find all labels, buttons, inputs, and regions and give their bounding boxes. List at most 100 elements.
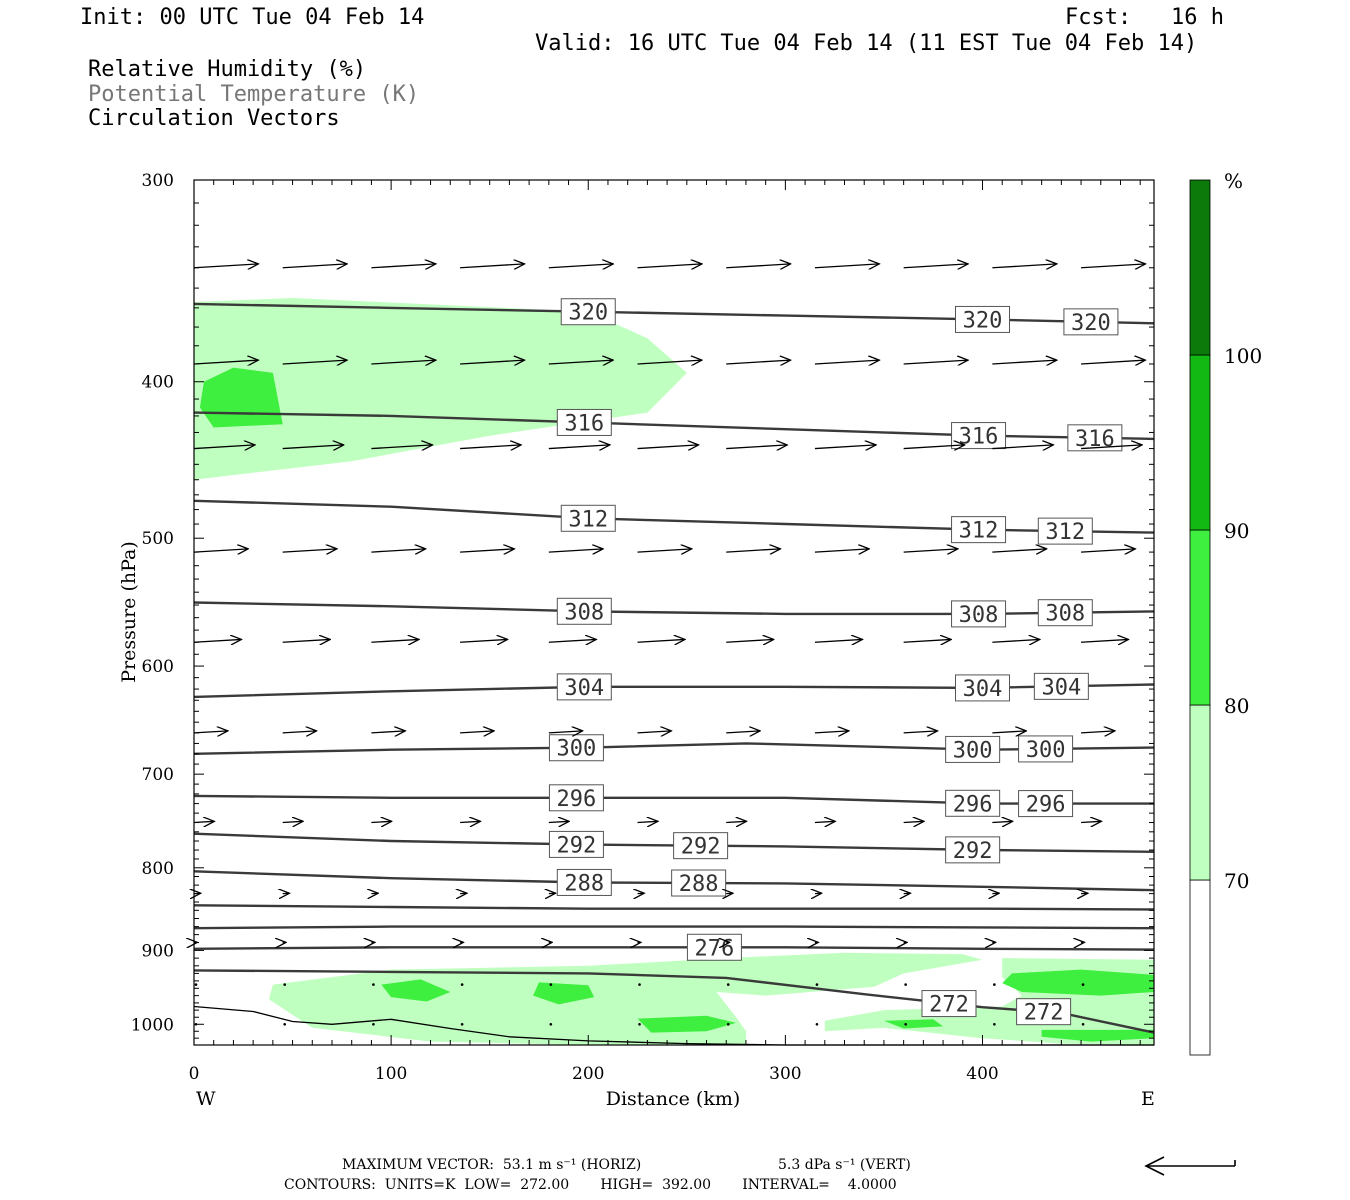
circulation-vector [460,264,524,268]
y-axis-label: Pressure (hPa) [118,541,140,683]
circulation-vector [992,821,1012,822]
circulation-vector [282,549,337,552]
circulation-vector [371,360,435,364]
contour-label-box [560,298,616,326]
contour-label: 304 [1041,675,1081,700]
contour-label: 292 [953,839,993,864]
vector-dot [904,983,907,986]
circulation-vector [726,639,773,642]
vector-dot [815,1022,819,1026]
circulation-vector [726,360,790,364]
vector-dot [460,983,464,986]
circulation-vector [814,360,879,364]
circulation-vector [637,731,672,733]
circulation-vector [637,549,692,552]
circulation-vector [637,445,699,449]
contour-label-box [951,516,1007,544]
contour-label: 320 [1071,311,1111,336]
vector-dot [726,1022,730,1026]
circulation-vector [371,639,418,642]
circulation-vector [637,360,702,364]
circulation-vector [814,731,849,733]
circulation-vector [460,639,507,642]
circulation-vector [371,264,435,268]
contour-label-box [1037,599,1093,627]
circulation-vector [193,360,258,364]
vector-dot [549,1022,553,1026]
contour-label-box [1018,790,1074,818]
contour-label-box [1016,998,1072,1026]
east-label: E [1141,1088,1155,1110]
colorbar-level-label: 100 [1224,344,1262,368]
contour-label-box [945,836,1001,864]
vector-dot [283,983,287,986]
circulation-vector [903,731,938,733]
theta-contour-316 [193,411,1155,441]
circulation-vector [193,445,255,449]
colorbar-level-label: 70 [1224,869,1249,893]
contour-label: 296 [1026,793,1066,818]
circulation-vector [548,731,583,733]
contour-label-box [951,600,1007,628]
field-theta-label: Potential Temperature (K) [88,82,420,107]
colorbar-level-label: 80 [1224,694,1249,718]
contour-label-box [945,735,1001,763]
rh-region-80 [883,1019,944,1029]
rh-region-80 [533,982,595,1005]
circulation-vector [548,821,569,822]
circulation-vector [193,731,228,733]
colorbar: 70 80 90 100% [1189,169,1262,1056]
y-tick-label: 600 [142,657,174,677]
contour-label: 276 [695,936,735,961]
contour-label-box [1033,672,1089,700]
contour-label: 288 [564,871,604,896]
contour-label-box [548,830,604,858]
contour-label: 296 [557,787,597,812]
axis-ticks: 300 400 500 600 700 800 900 1000 0 100 200 300 400 [131,171,1154,1084]
rh-region-80 [637,1015,737,1033]
circulation-vector [1081,639,1128,642]
contour-label-box [556,597,612,625]
contour-label-box [560,504,616,532]
x-tick-label: 400 [966,1064,998,1084]
circulation-vectors [194,264,1145,1026]
contour-label: 312 [959,519,999,544]
field-vectors-label: Circulation Vectors [88,106,340,131]
circulation-vector [637,821,658,822]
colorbar-band [1189,529,1211,706]
contour-label-box [945,789,1001,817]
x-tick-label: 0 [189,1064,200,1084]
contour-label-box [556,673,612,701]
circulation-vector [1081,360,1145,364]
x-tick-label: 300 [769,1064,801,1084]
circulation-vector [992,445,1053,449]
circulation-vector [903,821,924,822]
contour-label: 272 [1024,1001,1064,1026]
contour-label: 300 [1026,738,1066,763]
contour-info: CONTOURS: UNITS=K LOW= 272.00 HIGH= 392.… [284,1177,897,1193]
contour-label-box [921,990,977,1018]
y-tick-label: 500 [142,529,174,549]
y-tick-label: 1000 [131,1015,174,1035]
circulation-vector [193,639,241,642]
vector-dot [726,983,730,986]
colorbar-band [1189,879,1211,1056]
y-tick-label: 900 [142,941,174,961]
theta-contour-296 [193,794,1154,805]
circulation-vector [903,549,958,552]
contour-label-box [1018,735,1074,763]
west-label: W [196,1088,216,1110]
theta-contour-308 [193,601,1155,616]
circulation-vector [371,821,391,822]
circulation-vector [726,549,780,552]
contour-label-box [1063,308,1119,336]
init-time: Init: 00 UTC Tue 04 Feb 14 [80,5,425,30]
contour-label-box [1067,424,1123,452]
max-vector-horiz: MAXIMUM VECTOR: 53.1 m s⁻¹ (HORIZ) [342,1157,642,1173]
contour-label: 320 [568,301,608,326]
contour-label-box [955,674,1011,702]
contour-label: 304 [564,676,604,701]
contour-label: 296 [953,792,993,817]
circulation-vector [726,445,787,449]
circulation-vector [460,445,521,449]
